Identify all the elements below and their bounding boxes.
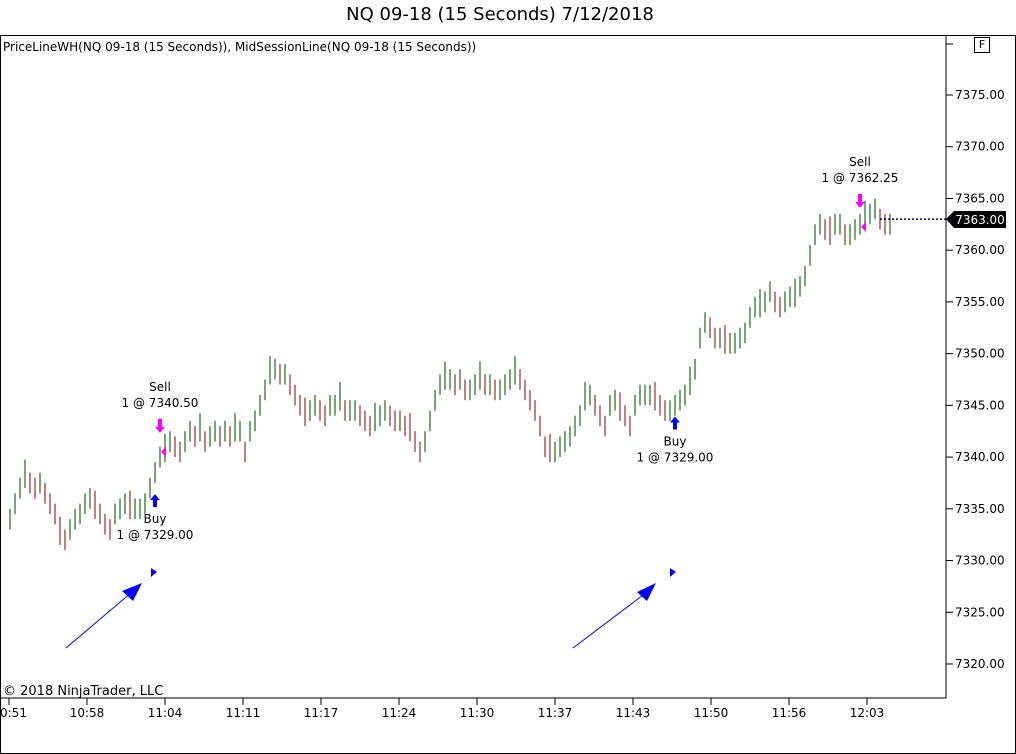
f-button[interactable]: F — [974, 37, 990, 53]
x-tick-label: 11:17 — [304, 706, 339, 720]
x-tick-label: 11:37 — [538, 706, 573, 720]
buy-arrow-icon — [670, 416, 680, 430]
trade-label: Buy — [664, 435, 687, 449]
x-tick-label: 11:24 — [382, 706, 417, 720]
last-price-label: 7363.00 — [955, 213, 1005, 227]
trade-label: Sell — [149, 380, 171, 394]
y-tick-label: 7330.00 — [955, 554, 1005, 568]
window-title: NQ 09-18 (15 Seconds) 7/12/2018 — [346, 4, 654, 25]
copyright-text: © 2018 NinjaTrader, LLC — [3, 684, 163, 699]
x-tick-label: 11:50 — [694, 706, 729, 720]
last-price-marker: 7363.00 — [946, 211, 1006, 228]
y-tick-label: 7350.00 — [955, 347, 1005, 361]
y-tick-label: 7375.00 — [955, 88, 1005, 102]
y-tick-label: 7335.00 — [955, 502, 1005, 516]
buy-arrow-icon — [150, 494, 160, 508]
price-bars — [9, 198, 891, 551]
x-tick-label: 11:04 — [148, 706, 183, 720]
y-tick-label: 7370.00 — [955, 140, 1005, 154]
trade-detail: 1 @ 7340.50 — [122, 396, 199, 410]
x-tick-label: 11:11 — [226, 706, 261, 720]
trade-label: Buy — [144, 512, 167, 526]
triangle-marker-icon — [151, 568, 157, 577]
exit-marker-icon — [161, 446, 166, 457]
x-tick-label: 10:58 — [70, 706, 105, 720]
triangle-marker-icon — [670, 568, 676, 577]
y-tick-label: 7325.00 — [955, 605, 1005, 619]
trade-detail: 1 @ 7329.00 — [117, 528, 194, 542]
y-tick-label: 7320.00 — [955, 657, 1005, 671]
y-tick-label: 7365.00 — [955, 191, 1005, 205]
x-tick-label: 12:03 — [850, 706, 885, 720]
y-tick-label: 7340.00 — [955, 450, 1005, 464]
exit-marker-icon — [861, 221, 866, 232]
x-tick-label: 11:43 — [616, 706, 651, 720]
trade-detail: 1 @ 7329.00 — [637, 451, 714, 465]
y-tick-label: 7355.00 — [955, 295, 1005, 309]
y-axis: 7375.00 7370.00 7365.00 7360.00 7355.00 7350.… — [946, 88, 1005, 671]
drawn-arrow-1[interactable] — [65, 568, 157, 649]
x-tick-label: 11:30 — [460, 706, 495, 720]
x-axis: 0:51 10:58 11:04 11:11 11:17 11:24 11:30 11:37 1… — [0, 698, 884, 720]
y-tick-label: 7360.00 — [955, 243, 1005, 257]
trade-detail: 1 @ 7362.25 — [822, 171, 899, 185]
x-tick-label: 0:51 — [0, 706, 27, 720]
sell-arrow-icon — [155, 418, 165, 433]
indicator-label: PriceLineWH(NQ 09-18 (15 Seconds)), MidS… — [3, 40, 476, 54]
x-tick-label: 11:56 — [772, 706, 807, 720]
drawn-arrow-2[interactable] — [572, 568, 676, 649]
trade-label: Sell — [849, 155, 871, 169]
sell-arrow-icon — [855, 193, 865, 208]
y-tick-label: 7345.00 — [955, 398, 1005, 412]
